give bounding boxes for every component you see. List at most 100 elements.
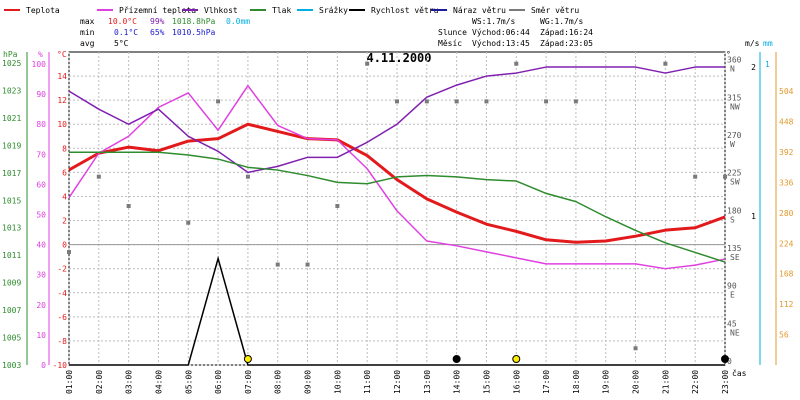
- temperature-tick-label: 2: [62, 217, 67, 226]
- orange-tick-label: 224: [779, 239, 794, 248]
- orange-tick-label: 336: [779, 178, 794, 187]
- stats-avg-temp: 5°C: [114, 39, 129, 48]
- direction-tick-label: 135: [727, 244, 742, 253]
- orange-tick-label: 168: [779, 270, 794, 279]
- wind-direction-point: [186, 220, 191, 225]
- humidity-tick-label: 0: [41, 361, 46, 370]
- info-moon-rise: Východ:13:45: [472, 39, 530, 48]
- temperature-tick-label: -6: [57, 313, 67, 322]
- info-moon-set: Západ:23:05: [540, 39, 593, 48]
- direction-tick-label: 90: [727, 282, 737, 291]
- info-block: WS:1.7m/s WG:1.7m/s Slunce Východ:06:44 …: [438, 17, 593, 48]
- legend-label: Rychlost větru: [371, 6, 439, 15]
- x-tick-label: 08:00: [274, 370, 283, 394]
- axis-unit-labels: hPa % °C ° m/s mm čas: [3, 39, 773, 378]
- humidity-tick-label: 60: [36, 180, 46, 189]
- wind-direction-point: [573, 99, 578, 104]
- pressure-tick-label: 1025: [2, 59, 21, 68]
- series-vlhkost: [68, 66, 725, 174]
- markers-layer: [243, 355, 729, 363]
- humidity-tick-label: 90: [36, 90, 46, 99]
- legend-label: Přízemní teplota: [119, 6, 196, 15]
- unit-mm: mm: [763, 39, 773, 48]
- x-tick-label: 09:00: [304, 370, 313, 394]
- series-tlak: [69, 151, 726, 263]
- stats-block: max 10.0°C 99% 1018.8hPa 0.0mm min 0.1°C…: [80, 17, 250, 48]
- info-wg: WG:1.7m/s: [540, 17, 584, 26]
- x-tick-label: 16:00: [512, 370, 521, 394]
- pressure-tick-label: 1021: [2, 114, 21, 123]
- series-p-zemn-teplota: [68, 84, 726, 270]
- wind-direction-point: [484, 99, 489, 104]
- x-tick-label: 14:00: [453, 370, 462, 394]
- direction-compass-label: W: [730, 140, 735, 149]
- direction-tick-label: 0: [727, 357, 732, 366]
- orange-tick-label: 448: [779, 118, 794, 127]
- pressure-tick-label: 1013: [2, 224, 21, 233]
- wind-direction-point: [454, 99, 459, 104]
- event-marker: [243, 355, 252, 363]
- direction-compass-label: E: [730, 291, 735, 300]
- info-sun-set: Západ:16:24: [540, 28, 593, 37]
- direction-compass-label: N: [730, 65, 735, 74]
- x-tick-label: 07:00: [244, 370, 253, 394]
- direction-compass-label: NW: [730, 102, 740, 111]
- temperature-tick-label: 0: [62, 241, 67, 250]
- direction-tick-label: 180: [727, 206, 742, 215]
- x-tick-label: 15:00: [482, 370, 491, 394]
- x-tick-label: 18:00: [572, 370, 581, 394]
- unit-deg: °: [726, 50, 731, 59]
- info-ws: WS:1.7m/s: [472, 17, 516, 26]
- direction-tick-label: 225: [727, 169, 742, 178]
- x-tick-label: 19:00: [602, 370, 611, 394]
- legend-label: Směr větru: [531, 6, 579, 15]
- humidity-tick-label: 20: [36, 301, 46, 310]
- wind-direction-point: [723, 174, 727, 179]
- orange-tick-label: 56: [779, 331, 789, 340]
- stats-max-rain: 0.0mm: [226, 17, 250, 26]
- unit-pct: %: [38, 50, 43, 59]
- orange-tick-label: 504: [779, 87, 794, 96]
- wind-direction-point: [305, 262, 310, 267]
- info-sun-label: Slunce: [438, 28, 467, 37]
- humidity-tick-label: 50: [36, 211, 46, 220]
- unit-hpa: hPa: [3, 50, 18, 59]
- legend-label: Vlhkost: [204, 6, 238, 15]
- direction-compass-label: SW: [730, 178, 740, 187]
- unit-degc: °C: [57, 50, 67, 59]
- ms-tick-label: 2: [751, 63, 756, 72]
- wind-direction-point: [216, 99, 221, 104]
- wind-direction-point: [67, 250, 71, 255]
- temperature-tick-label: -4: [57, 289, 67, 298]
- temperature-tick-label: 8: [62, 144, 67, 153]
- info-sun-rise: Východ:06:44: [472, 28, 530, 37]
- humidity-tick-label: 70: [36, 150, 46, 159]
- x-tick-label: 04:00: [154, 370, 163, 394]
- wind-direction-point: [335, 203, 340, 208]
- wind-direction-point: [126, 203, 131, 208]
- stats-max-hum: 99%: [150, 17, 165, 26]
- x-tick-label: 12:00: [393, 370, 402, 394]
- wind-direction-point: [514, 61, 519, 66]
- mm-tick-label: 1: [765, 60, 770, 69]
- temperature-tick-label: -8: [57, 337, 67, 346]
- pressure-tick-label: 1019: [2, 141, 21, 150]
- direction-compass-label: NE: [730, 328, 740, 337]
- legend: Teplota Přízemní teplota Vlhkost Tlak Srážky…: [4, 6, 579, 15]
- wind-direction-point: [275, 262, 280, 267]
- x-tick-label: 01:00: [65, 370, 74, 394]
- pressure-tick-label: 1003: [2, 361, 21, 370]
- pressure-tick-label: 1011: [2, 251, 21, 260]
- x-tick-label: 21:00: [661, 370, 670, 394]
- event-marker: [452, 355, 461, 363]
- orange-tick-label: 392: [779, 148, 794, 157]
- wind-direction-point: [544, 99, 549, 104]
- direction-tick-label: 360: [727, 56, 742, 65]
- pressure-tick-label: 1009: [2, 279, 21, 288]
- x-tick-label: 20:00: [632, 370, 641, 394]
- humidity-tick-label: 40: [36, 241, 46, 250]
- legend-label: Náraz větru: [453, 6, 506, 15]
- event-marker: [721, 355, 729, 363]
- stats-min-pres: 1010.5hPa: [172, 28, 216, 37]
- series-teplota: [68, 122, 726, 244]
